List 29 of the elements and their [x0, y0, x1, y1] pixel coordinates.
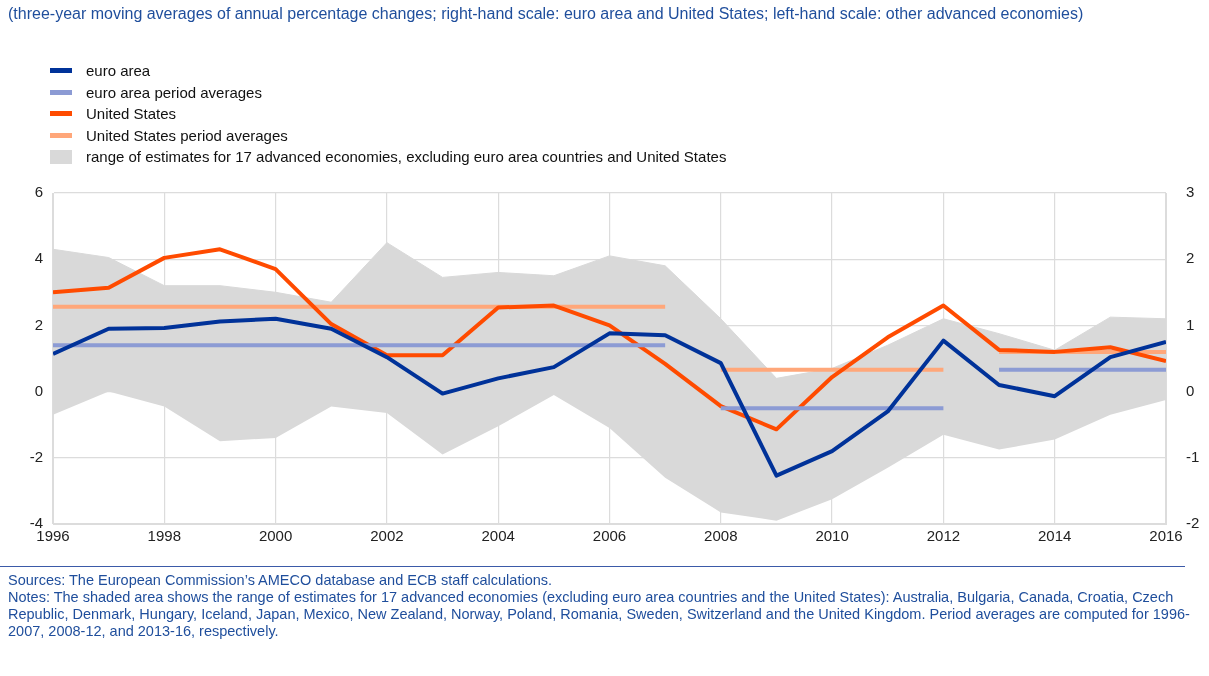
- y-tick-label: 0: [34, 381, 43, 399]
- y-tick-label: 2: [34, 315, 43, 333]
- y-tick-label: -2: [29, 447, 43, 465]
- y2-tick-label: -1: [1186, 447, 1200, 465]
- y2-tick-label: -2: [1186, 514, 1200, 532]
- legend-label: range of estimates for 17 advanced economies, excluding euro area countries and United States: [86, 147, 727, 167]
- text: Notes: The shaded area shows the range of estimates for 17 advanced economies (excluding euro area countries and the United States): Australia, Bulgaria, Canada, Croatia, Czech Republic, Denmark, Hungary, Iceland, Japan, Mexico, New Zealand, Norway, Poland, Romania, Sweden, Switzerland and the United Kingdom. Period averages are computed for 1996-2007, 2008-12, and 2013-16, respectively.: [8, 589, 1191, 640]
- chart-title: (three-year moving averages of annual percentage changes; right-hand scale: euro area and United States; left-hand scale: other advanced economies): [8, 4, 1085, 23]
- y2-tick-label: 1: [1186, 315, 1195, 333]
- legend-label: United States period averages: [86, 125, 288, 146]
- x-tick-label: 2000: [258, 527, 293, 545]
- legend-label: United States: [86, 104, 177, 124]
- y2-tick-label: 3: [1186, 183, 1195, 201]
- x-tick-label: 2002: [370, 527, 404, 545]
- x-tick-label: 2012: [926, 527, 961, 545]
- x-tick-label: 2010: [815, 527, 849, 545]
- source-note: Sources: The European Commission’s AMECO database and ECB staff calculations.: [8, 572, 554, 589]
- x-tick-label: 2014: [1038, 527, 1072, 545]
- x-tick-label: 2008: [704, 527, 738, 545]
- y2-tick-label: 0: [1186, 381, 1195, 399]
- legend-label: euro area period averages: [86, 82, 262, 103]
- x-tick-label: 1998: [147, 527, 181, 545]
- y-tick-label: 6: [34, 183, 43, 201]
- x-tick-label: 2016: [1149, 527, 1183, 545]
- y2-tick-label: 2: [1186, 249, 1195, 267]
- y-tick-label: 4: [34, 249, 43, 267]
- legend-label: euro area: [86, 61, 151, 81]
- x-tick-label: 2006: [592, 527, 627, 545]
- x-tick-label: 2004: [481, 527, 515, 545]
